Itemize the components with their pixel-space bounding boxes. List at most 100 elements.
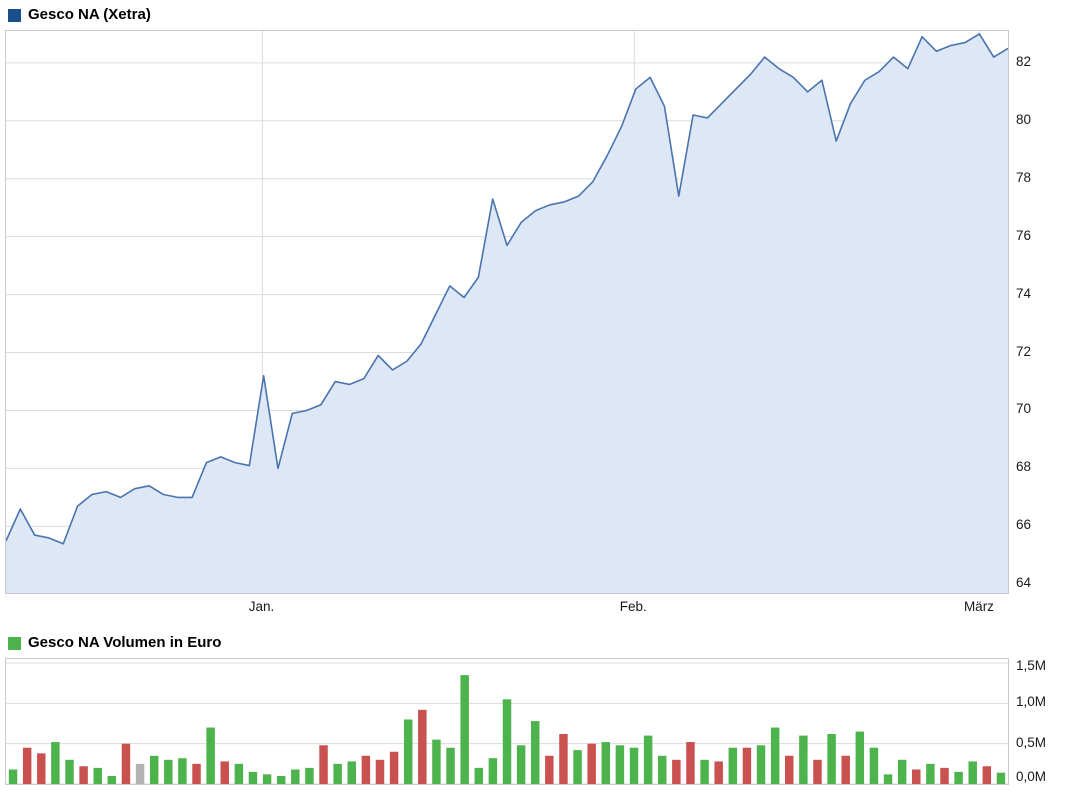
volume-bar (178, 758, 187, 784)
volume-bar (516, 745, 526, 784)
price-ytick-label: 66 (1016, 517, 1032, 533)
price-yaxis: 82 80 78 76 74 72 70 68 66 64 (1009, 30, 1089, 594)
price-legend: Gesco NA (Xetra) (8, 6, 1090, 24)
volume-bar (135, 763, 145, 784)
volume-bar (714, 761, 723, 784)
volume-ytick-label: 0,0M (1016, 769, 1047, 784)
page: Gesco NA (Xetra) 82 80 78 76 74 72 70 68 66 64 Ja… (5, 6, 1090, 785)
volume-bar (545, 755, 554, 784)
volume-bar (672, 759, 681, 784)
price-ytick-label: 70 (1016, 401, 1032, 417)
volume-bar (22, 747, 32, 784)
volume-bar (446, 747, 455, 784)
volume-bar (559, 734, 568, 784)
volume-bar (206, 727, 215, 784)
price-xtick-label: Jan. (248, 599, 275, 614)
volume-bar (418, 709, 427, 784)
price-ytick-label: 72 (1016, 343, 1032, 359)
volume-ytick-label: 0,5M (1016, 734, 1047, 750)
volume-bar (629, 747, 639, 784)
volume-bar (587, 743, 596, 784)
volume-bar (940, 767, 949, 784)
volume-bar (164, 759, 173, 784)
price-ytick-label: 78 (1016, 169, 1032, 185)
volume-bar (615, 745, 625, 784)
volume-bar (813, 759, 822, 784)
price-chart-title: Gesco NA (Xetra) (28, 6, 151, 23)
volume-bar (8, 769, 18, 784)
volume-bar (107, 775, 117, 784)
volume-bar (149, 755, 159, 784)
volume-chart-row: 1,5M 1,0M 0,5M 0,0M (5, 658, 1090, 785)
volume-bar (799, 735, 808, 784)
volume-bar (291, 769, 300, 784)
volume-bar (305, 767, 314, 784)
price-plot (5, 30, 1009, 594)
price-xtick-label: März (963, 599, 994, 614)
volume-bar (643, 735, 653, 784)
volume-bar (93, 767, 102, 784)
price-ytick-label: 74 (1016, 285, 1032, 301)
volume-bar (192, 763, 201, 784)
volume-bar (347, 761, 356, 784)
volume-bar (573, 750, 582, 784)
volume-bar (770, 727, 780, 784)
price-line (6, 33, 1008, 545)
volume-bar (601, 742, 611, 784)
volume-chart-svg (6, 662, 1008, 784)
volume-bar (827, 734, 836, 784)
volume-bar (996, 772, 1006, 784)
volume-ytick-label: 1,5M (1016, 658, 1047, 673)
volume-bar (982, 766, 992, 784)
volume-bar (432, 739, 441, 784)
price-xtick-label: Feb. (619, 599, 647, 614)
volume-bar (883, 774, 893, 784)
volume-bar (333, 763, 342, 784)
volume-bar (65, 759, 74, 784)
price-ytick-label: 80 (1016, 111, 1032, 127)
volume-plot (5, 658, 1009, 785)
price-ytick-label: 76 (1016, 227, 1032, 243)
volume-bar (248, 771, 258, 784)
volume-bar (855, 731, 865, 784)
volume-bar (897, 759, 907, 784)
volume-bar (361, 755, 371, 784)
price-xaxis: Jan. Feb. März (5, 594, 1009, 620)
volume-bar (262, 774, 272, 784)
volume-bar (234, 763, 244, 784)
volume-bar (319, 745, 328, 784)
volume-bar (389, 751, 399, 784)
volume-bar (869, 747, 879, 784)
volume-ytick-label: 1,0M (1016, 694, 1047, 710)
price-ytick-label: 64 (1016, 575, 1032, 591)
volume-bar (79, 766, 88, 784)
volume-bar (700, 759, 709, 784)
price-legend-marker-icon (8, 8, 21, 22)
volume-bar (502, 699, 512, 784)
price-area (6, 33, 1008, 593)
volume-chart-title: Gesco NA Volumen in Euro (28, 634, 222, 651)
volume-bar (968, 761, 977, 784)
price-chart-row: 82 80 78 76 74 72 70 68 66 64 (5, 30, 1090, 594)
volume-bar (530, 721, 540, 784)
volume-yaxis: 1,5M 1,0M 0,5M 0,0M (1009, 658, 1089, 785)
volume-legend: Gesco NA Volumen in Euro (8, 634, 1090, 652)
volume-bar (954, 771, 963, 784)
price-chart-svg (6, 31, 1008, 593)
volume-bar (756, 745, 766, 784)
volume-bar (220, 761, 229, 784)
volume-bar (276, 775, 286, 784)
price-ytick-label: 82 (1016, 53, 1032, 69)
volume-bar (403, 719, 413, 784)
volume-bar (474, 767, 484, 784)
volume-bar (121, 743, 131, 784)
volume-bar (841, 755, 850, 784)
volume-bar (658, 755, 667, 784)
volume-bar (375, 759, 385, 784)
volume-bar (785, 755, 794, 784)
volume-bar (686, 742, 695, 784)
volume-bar (51, 742, 60, 784)
volume-bar (488, 758, 498, 784)
volume-bar (912, 769, 921, 784)
volume-bar (926, 763, 935, 784)
